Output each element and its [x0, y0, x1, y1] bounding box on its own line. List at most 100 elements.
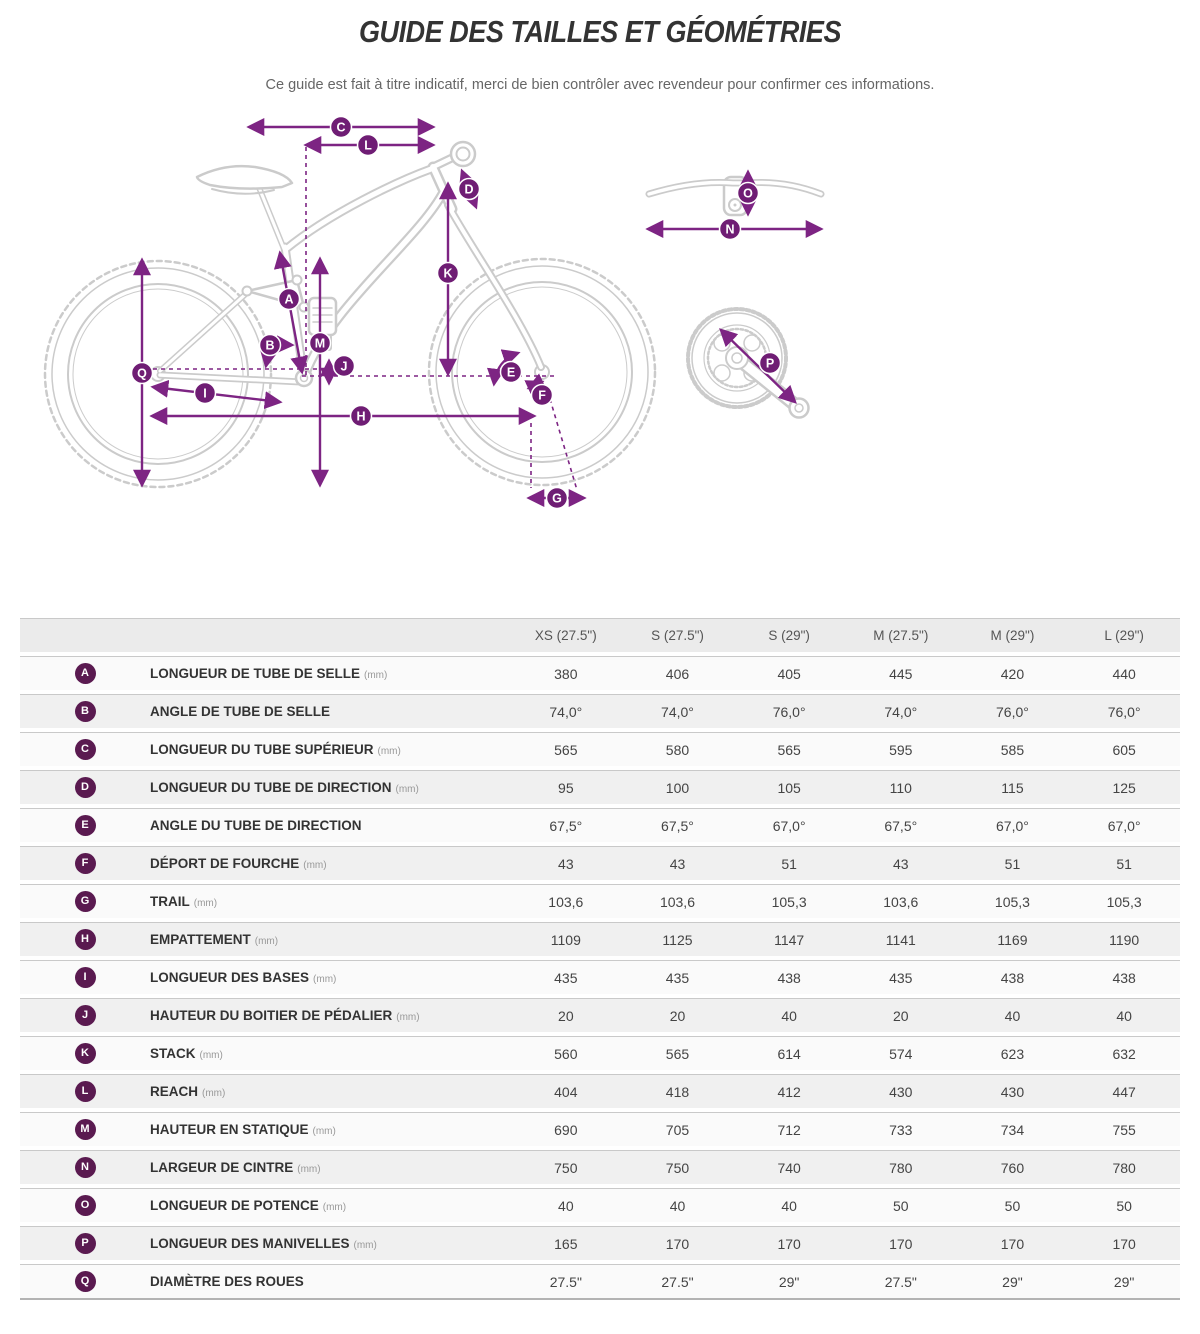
cell-value: 29": [1068, 1264, 1180, 1300]
row-label: LONGUEUR DU TUBE SUPÉRIEUR (mm): [150, 732, 510, 766]
row-letter-badge: K: [74, 1043, 96, 1064]
svg-text:H: H: [356, 409, 365, 423]
row-letter-badge: A: [74, 663, 96, 684]
row-unit: (mm): [313, 974, 337, 985]
row-label: HAUTEUR DU BOITIER DE PÉDALIER (mm): [150, 998, 510, 1032]
cell-value: 67,5°: [844, 808, 957, 842]
cell-value: 614: [733, 1036, 845, 1070]
cell-value: 430: [956, 1074, 1069, 1108]
row-label: ANGLE DE TUBE DE SELLE: [150, 694, 510, 728]
cell-value: 605: [1068, 732, 1180, 766]
row-unit: (mm): [199, 1050, 223, 1061]
cell-value: 76,0°: [733, 694, 845, 728]
badge-N: N: [718, 217, 742, 241]
cell-value: 435: [621, 960, 734, 994]
svg-text:D: D: [464, 182, 473, 196]
row-letter-badge: H: [74, 929, 96, 950]
cell-value: 438: [1068, 960, 1180, 994]
cell-value: 632: [1068, 1036, 1180, 1070]
table-row-C: C LONGUEUR DU TUBE SUPÉRIEUR (mm) 565 580 565…: [20, 732, 1180, 766]
table-row-O: O LONGUEUR DE POTENCE (mm) 40 40 40 50 50 50: [20, 1188, 1180, 1222]
cell-value: 435: [844, 960, 957, 994]
cell-value: 405: [733, 656, 845, 690]
row-letter-badge: E: [74, 815, 96, 836]
row-unit: (mm): [303, 860, 327, 871]
cell-value: 103,6: [844, 884, 957, 918]
cell-value: 67,5°: [510, 808, 622, 842]
cell-value: 50: [844, 1188, 957, 1222]
table-row-F: F DÉPORT DE FOURCHE (mm) 43 43 51 43 51 51: [20, 846, 1180, 880]
cell-value: 440: [1068, 656, 1180, 690]
row-badge-cell: O: [20, 1188, 150, 1222]
row-badge-cell: Q: [20, 1264, 150, 1300]
cell-value: 74,0°: [844, 694, 957, 728]
cell-value: 95: [510, 770, 622, 804]
svg-text:C: C: [336, 120, 345, 134]
row-label: ANGLE DU TUBE DE DIRECTION: [150, 808, 510, 842]
page-title: GUIDE DES TAILLES ET GÉOMÉTRIES: [358, 14, 842, 49]
badge-H: H: [349, 404, 373, 428]
cell-value: 40: [510, 1188, 622, 1222]
arrow-I: [150, 379, 283, 410]
table-header-row: XS (27.5") S (27.5") S (29") M (27.5") M (29…: [20, 618, 1180, 652]
cell-value: 74,0°: [621, 694, 734, 728]
cell-value: 1125: [621, 922, 734, 956]
bike-frame-art: [43, 140, 825, 489]
cell-value: 565: [510, 732, 622, 766]
cell-value: 380: [510, 656, 622, 690]
cell-value: 170: [1068, 1226, 1180, 1260]
row-badge-cell: G: [20, 884, 150, 918]
row-badge-cell: E: [20, 808, 150, 842]
row-badge-cell: H: [20, 922, 150, 956]
row-label: DÉPORT DE FOURCHE (mm): [150, 846, 510, 880]
table-row-M: M HAUTEUR EN STATIQUE (mm) 690 705 712 733 734 7…: [20, 1112, 1180, 1146]
cell-value: 412: [733, 1074, 845, 1108]
cell-value: 170: [733, 1226, 845, 1260]
cell-value: 705: [621, 1112, 734, 1146]
cell-value: 76,0°: [1068, 694, 1180, 728]
cell-value: 67,0°: [1068, 808, 1180, 842]
svg-text:N: N: [725, 222, 734, 236]
table-row-B: B ANGLE DE TUBE DE SELLE 74,0° 74,0° 76,0° 74…: [20, 694, 1180, 728]
cell-value: 20: [621, 998, 734, 1032]
cell-value: 438: [956, 960, 1069, 994]
badge-C: C: [329, 115, 353, 139]
cell-value: 733: [844, 1112, 957, 1146]
table-row-G: G TRAIL (mm) 103,6 103,6 105,3 103,6 105,3 105,3: [20, 884, 1180, 918]
cell-value: 740: [733, 1150, 845, 1184]
cell-value: 574: [844, 1036, 957, 1070]
row-badge-cell: L: [20, 1074, 150, 1108]
cell-value: 67,0°: [733, 808, 845, 842]
cell-value: 623: [956, 1036, 1069, 1070]
badge-K: K: [436, 261, 460, 285]
row-letter-badge: M: [74, 1119, 96, 1140]
row-unit: (mm): [193, 898, 218, 909]
badge-O: O: [736, 181, 760, 205]
badge-D: D: [457, 177, 481, 201]
cell-value: 760: [956, 1150, 1069, 1184]
cell-value: 438: [733, 960, 845, 994]
cell-value: 43: [844, 846, 957, 880]
arrow-P: [719, 328, 797, 404]
table-row-A: A LONGUEUR DE TUBE DE SELLE (mm) 380 406 405 4…: [20, 656, 1180, 690]
cell-value: 445: [844, 656, 957, 690]
cell-value: 1109: [510, 922, 622, 956]
cell-value: 780: [844, 1150, 957, 1184]
table-row-Q: Q DIAMÈTRE DES ROUES 27.5" 27.5" 29" 27.5" 29"…: [20, 1264, 1180, 1300]
row-badge-cell: N: [20, 1150, 150, 1184]
cell-value: 447: [1068, 1074, 1180, 1108]
row-badge-cell: D: [20, 770, 150, 804]
row-letter-badge: J: [74, 1005, 96, 1026]
row-letter-badge: Q: [74, 1271, 96, 1292]
cell-value: 40: [733, 998, 845, 1032]
table-row-L: L REACH (mm) 404 418 412 430 430 447: [20, 1074, 1180, 1108]
row-label: LONGUEUR DE POTENCE (mm): [150, 1188, 510, 1222]
size-column-header: S (27.5"): [621, 618, 734, 652]
cell-value: 585: [956, 732, 1069, 766]
cell-value: 690: [510, 1112, 622, 1146]
cell-value: 1141: [844, 922, 957, 956]
cell-value: 406: [621, 656, 734, 690]
badge-B: B: [258, 333, 282, 357]
cell-value: 105,3: [1068, 884, 1180, 918]
table-row-I: I LONGUEUR DES BASES (mm) 435 435 438 435 438 43…: [20, 960, 1180, 994]
